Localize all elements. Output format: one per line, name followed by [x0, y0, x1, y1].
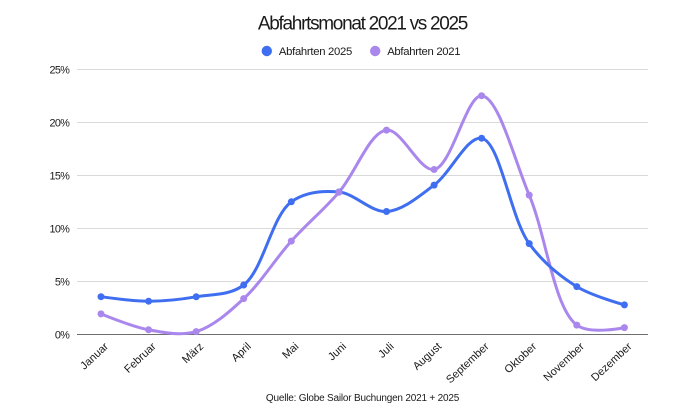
svg-text:Abfahrten 2025: Abfahrten 2025: [279, 46, 352, 58]
svg-text:Abfahrtsmonat 2021 vs 2025: Abfahrtsmonat 2021 vs 2025: [258, 13, 468, 34]
svg-text:20%: 20%: [49, 117, 70, 129]
svg-text:5%: 5%: [55, 276, 70, 288]
svg-text:Quelle: Globe Sailor Buchungen: Quelle: Globe Sailor Buchungen 2021 + 20…: [266, 393, 460, 404]
svg-text:Abfahrten 2021: Abfahrten 2021: [387, 46, 460, 58]
svg-text:25%: 25%: [49, 64, 70, 76]
svg-text:0%: 0%: [55, 329, 70, 341]
svg-text:15%: 15%: [49, 170, 70, 182]
svg-text:10%: 10%: [49, 223, 70, 235]
